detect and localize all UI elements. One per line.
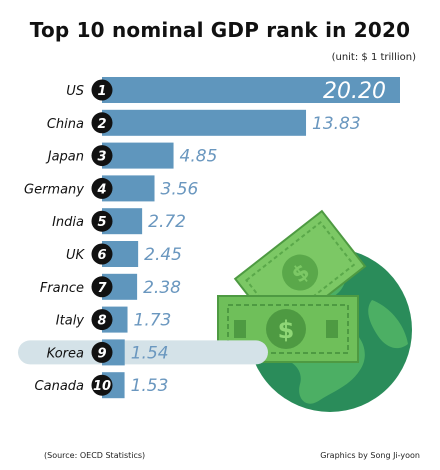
- chart-unit-label: (unit: $ 1 trillion): [331, 52, 416, 63]
- data-label: 1.54: [131, 343, 169, 363]
- rank-badge: [91, 276, 113, 298]
- rank-badge: [91, 177, 113, 199]
- rank-badge: [91, 210, 113, 232]
- money-icon: $ $: [217, 209, 367, 363]
- rank-badge: [91, 243, 113, 265]
- data-label: 2.38: [143, 278, 181, 298]
- rank-number: 2: [97, 117, 106, 132]
- category-label: Japan: [45, 150, 84, 165]
- rank-badge: [91, 341, 113, 363]
- rank-badge: [91, 374, 113, 396]
- rank-number: 4: [96, 182, 106, 197]
- category-label: India: [52, 215, 84, 230]
- category-label: Germany: [24, 182, 84, 197]
- bar: [102, 109, 307, 136]
- data-label: 4.85: [180, 147, 218, 167]
- rank-number: 1: [97, 84, 106, 99]
- category-label: France: [40, 281, 84, 296]
- rank-badge: [91, 145, 113, 167]
- category-label: Korea: [47, 346, 84, 361]
- data-label: 1.53: [131, 376, 169, 396]
- category-label: US: [66, 84, 84, 99]
- category-label: Italy: [56, 314, 85, 329]
- rank-badge: [91, 112, 113, 134]
- source-note: (Source: OECD Statistics): [44, 451, 146, 460]
- rank-number: 9: [97, 346, 106, 361]
- rank-badge: [91, 309, 113, 331]
- rank-number: 8: [97, 314, 106, 329]
- data-label: 2.72: [148, 212, 186, 232]
- rank-number: 5: [97, 215, 106, 230]
- rank-number: 6: [97, 248, 106, 263]
- rank-badge: [91, 79, 113, 101]
- category-label: China: [47, 117, 84, 132]
- data-label: 3.56: [161, 179, 199, 199]
- category-label: UK: [66, 248, 86, 263]
- rank-number: 10: [93, 379, 111, 394]
- data-label: 20.20: [323, 79, 386, 104]
- rank-number: 3: [97, 150, 106, 165]
- bar: [102, 142, 174, 169]
- highlight-band: [18, 340, 268, 365]
- graphics-credit: Graphics by Song Ji-yoon: [320, 451, 420, 460]
- category-label: Canada: [35, 379, 85, 394]
- chart-title: Top 10 nominal GDP rank in 2020: [29, 18, 411, 42]
- data-label: 2.45: [144, 245, 182, 265]
- data-label: 13.83: [312, 114, 361, 134]
- svg-text:$: $: [278, 316, 295, 344]
- rank-number: 7: [97, 281, 107, 296]
- bar: [102, 77, 400, 103]
- data-label: 1.73: [134, 311, 172, 331]
